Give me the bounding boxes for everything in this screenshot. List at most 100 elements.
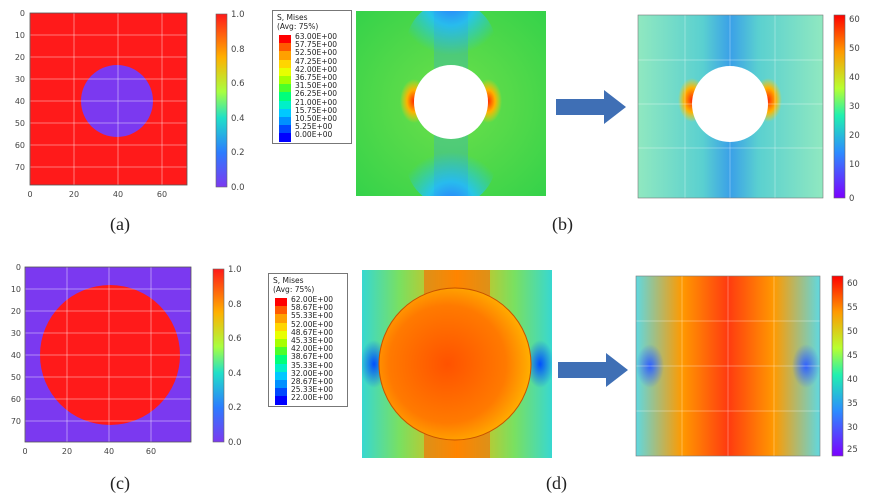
legend-value: 15.75E+00 bbox=[295, 105, 338, 115]
legend-d: S, Mises (Avg: 75%) 62.00E+00 58.67E+00 55… bbox=[268, 273, 348, 407]
plot-a-xtick: 40 bbox=[113, 190, 123, 199]
legend-swatch bbox=[279, 92, 291, 101]
legend-value: 38.67E+00 bbox=[291, 352, 334, 362]
caption-a: (a) bbox=[110, 214, 130, 234]
plot-b-cbtick: 40 bbox=[849, 73, 860, 83]
legend-value: 22.00E+00 bbox=[291, 393, 334, 403]
legend-value: 25.33E+00 bbox=[291, 385, 334, 395]
plot-d-cbtick: 45 bbox=[847, 351, 858, 361]
plot-a-xtick: 0 bbox=[27, 190, 32, 199]
legend-swatch bbox=[279, 43, 291, 52]
plot-a: 0 10 20 30 40 50 60 70 0 20 40 60 1.0 0.… bbox=[15, 9, 245, 199]
legend-swatch bbox=[275, 347, 287, 356]
legend-swatch bbox=[279, 84, 291, 93]
legend-swatch bbox=[275, 298, 287, 307]
legend-swatch bbox=[275, 322, 287, 331]
legend-swatch bbox=[275, 314, 287, 323]
legend-value: 35.33E+00 bbox=[291, 360, 334, 370]
plot-c-cbtick: 0.2 bbox=[228, 403, 242, 413]
plot-d-cbtick: 40 bbox=[847, 375, 858, 385]
legend-value: 47.25E+00 bbox=[295, 56, 338, 66]
plot-c-ytick: 70 bbox=[11, 417, 21, 426]
plot-c-ytick: 60 bbox=[11, 395, 21, 404]
legend-value: 0.00E+00 bbox=[295, 130, 333, 140]
plot-b-cbtick: 30 bbox=[849, 102, 860, 112]
legend-value: 52.50E+00 bbox=[295, 48, 338, 58]
plot-a-ytick: 60 bbox=[15, 141, 25, 150]
plot-a-ytick: 10 bbox=[15, 31, 25, 40]
legend-swatch bbox=[275, 396, 287, 405]
plot-d-cbtick: 60 bbox=[847, 279, 858, 289]
plot-b-cbtick: 60 bbox=[849, 15, 860, 25]
caption-b: (b) bbox=[552, 214, 573, 234]
plot-c-cbtick: 1.0 bbox=[228, 265, 242, 275]
caption-d: (d) bbox=[546, 473, 567, 493]
plot-a-xtick: 60 bbox=[157, 190, 167, 199]
legend-swatch bbox=[279, 108, 291, 117]
plot-c-cbtick: 0.4 bbox=[228, 369, 242, 379]
legend-value: 48.67E+00 bbox=[291, 327, 334, 337]
legend-b-title: S, Mises bbox=[277, 13, 308, 22]
legend-value: 31.50E+00 bbox=[295, 81, 338, 91]
plot-a-cbtick: 0.8 bbox=[231, 45, 245, 55]
caption-c: (c) bbox=[110, 473, 130, 493]
legend-value: 63.00E+00 bbox=[295, 32, 338, 41]
legend-swatch bbox=[279, 76, 291, 85]
plot-c-ytick: 10 bbox=[11, 285, 21, 294]
legend-b: S, Mises (Avg: 75%) 63.00E+00 57.75E+00 52… bbox=[272, 10, 352, 144]
arrow-d-icon bbox=[558, 353, 628, 387]
legend-value: 5.25E+00 bbox=[295, 122, 333, 132]
legend-value: 26.25E+00 bbox=[295, 89, 338, 99]
legend-value: 45.33E+00 bbox=[291, 336, 334, 345]
legend-swatch bbox=[275, 306, 287, 315]
plot-d-colorbar bbox=[831, 275, 844, 457]
legend-swatch bbox=[275, 339, 287, 348]
plot-b-cbtick: 20 bbox=[849, 131, 860, 141]
plot-b-pred-hole bbox=[692, 66, 768, 142]
plot-c: 0 10 20 30 40 50 60 70 0 20 40 60 1.0 0.… bbox=[11, 263, 242, 456]
legend-value: 42.00E+00 bbox=[291, 344, 334, 354]
plot-b-cbtick: 10 bbox=[849, 160, 860, 170]
plot-c-ytick: 50 bbox=[11, 373, 21, 382]
plot-c-cbtick: 0.6 bbox=[228, 334, 242, 344]
plot-c-ytick: 0 bbox=[16, 263, 21, 272]
plot-b-hole bbox=[414, 65, 488, 139]
plot-c-ytick: 40 bbox=[11, 351, 21, 360]
plot-c-xtick: 40 bbox=[104, 447, 114, 456]
plot-a-cbtick: 0.4 bbox=[231, 114, 245, 124]
legend-value: 57.75E+00 bbox=[295, 40, 338, 50]
legend-swatch bbox=[275, 380, 287, 389]
legend-value: 28.67E+00 bbox=[291, 377, 334, 386]
plot-d-pred: 60 55 50 45 40 35 30 25 bbox=[635, 275, 858, 457]
legend-value: 58.67E+00 bbox=[291, 303, 334, 313]
plot-c-cbtick: 0.8 bbox=[228, 300, 242, 310]
plot-c-xtick: 60 bbox=[146, 447, 156, 456]
legend-swatch bbox=[279, 67, 291, 76]
legend-swatch bbox=[279, 51, 291, 60]
plot-a-ytick: 20 bbox=[15, 53, 25, 62]
legend-value: 10.50E+00 bbox=[295, 114, 338, 123]
plot-a-cbtick: 1.0 bbox=[231, 10, 245, 20]
legend-swatch bbox=[275, 330, 287, 339]
arrow-b-icon bbox=[556, 90, 626, 124]
plot-a-ytick: 30 bbox=[15, 75, 25, 84]
plot-b-fe bbox=[356, 11, 546, 196]
legend-value: 36.75E+00 bbox=[295, 73, 338, 82]
plot-a-cbtick: 0.0 bbox=[231, 183, 245, 193]
plot-d-inclusion bbox=[378, 287, 532, 441]
plot-d-cbtick: 55 bbox=[847, 303, 858, 313]
legend-d-title: S, Mises bbox=[273, 276, 304, 285]
plot-a-colorbar bbox=[215, 13, 228, 188]
plot-d-cbtick: 50 bbox=[847, 327, 858, 337]
legend-b-subtitle: (Avg: 75%) bbox=[277, 22, 319, 31]
plot-c-xtick: 0 bbox=[22, 447, 27, 456]
legend-swatch bbox=[279, 59, 291, 68]
legend-value: 52.00E+00 bbox=[291, 319, 334, 329]
plot-a-ytick: 50 bbox=[15, 119, 25, 128]
plot-c-colorbar bbox=[212, 268, 225, 443]
legend-swatch bbox=[279, 100, 291, 109]
plot-d-cbtick: 35 bbox=[847, 399, 858, 409]
plot-c-ytick: 20 bbox=[11, 307, 21, 316]
legend-swatch bbox=[279, 133, 291, 142]
plot-d-cbtick: 30 bbox=[847, 423, 858, 433]
